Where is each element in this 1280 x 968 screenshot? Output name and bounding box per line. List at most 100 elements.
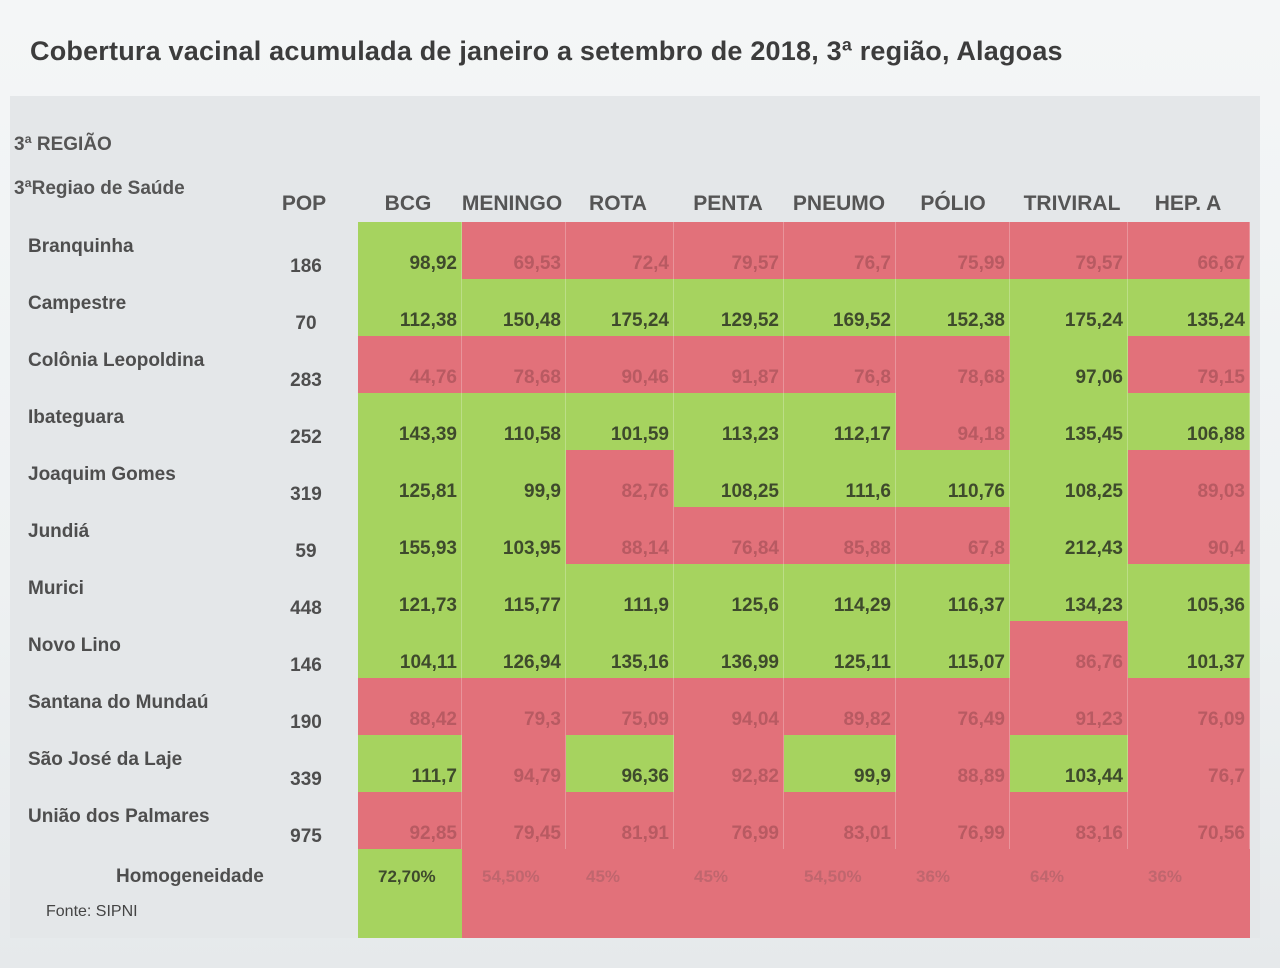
column-header-pop: POP — [281, 192, 327, 215]
coverage-cell-polio: 67,8 — [896, 507, 1010, 564]
coverage-cell-penta: 76,99 — [674, 792, 784, 849]
coverage-cell-penta: 113,23 — [674, 393, 784, 450]
column-header-pneumo: PNEUMO — [792, 192, 886, 215]
coverage-cell-triviral: 83,16 — [1010, 792, 1128, 849]
population-value: 190 — [290, 712, 322, 733]
homogeneity-cell-pneumo: 54,50% — [784, 849, 896, 938]
coverage-cell-hep-a: 89,03 — [1128, 450, 1250, 507]
municipality-name: Branquinha — [28, 236, 134, 257]
coverage-cell-pneumo: 114,29 — [784, 564, 896, 621]
coverage-cell-polio: 76,99 — [896, 792, 1010, 849]
coverage-cell-pneumo: 76,7 — [784, 222, 896, 279]
municipality-name: São José da Laje — [28, 749, 183, 770]
coverage-cell-pneumo: 125,11 — [784, 621, 896, 678]
municipality-name: Campestre — [28, 293, 127, 314]
municipality-name: Jundiá — [28, 521, 90, 542]
population-value: 975 — [290, 826, 322, 847]
coverage-cell-meningo: 126,94 — [462, 621, 566, 678]
homogeneity-cell-penta: 45% — [674, 849, 784, 938]
homogeneity-cell-hep-a: 36% — [1128, 849, 1250, 938]
region-label: 3ª REGIÃO — [14, 134, 112, 155]
coverage-cell-meningo: 103,95 — [462, 507, 566, 564]
coverage-cell-penta: 108,25 — [674, 450, 784, 507]
coverage-cell-rota: 111,9 — [566, 564, 674, 621]
coverage-cell-polio: 78,68 — [896, 336, 1010, 393]
slide-title: Cobertura vacinal acumulada de janeiro a… — [30, 36, 1063, 66]
coverage-cell-bcg: 125,81 — [358, 450, 462, 507]
population-value: 186 — [290, 256, 322, 277]
coverage-cell-penta: 91,87 — [674, 336, 784, 393]
coverage-cell-pneumo: 169,52 — [784, 279, 896, 336]
coverage-cell-meningo: 94,79 — [462, 735, 566, 792]
health-region-label: 3ªRegiao de Saúde — [14, 178, 185, 199]
homogeneity-cell-meningo: 54,50% — [462, 849, 566, 938]
coverage-cell-triviral: 91,23 — [1010, 678, 1128, 735]
source-note: Fonte: SIPNI — [46, 903, 138, 920]
municipality-name: Colônia Leopoldina — [28, 350, 205, 371]
column-header-triviral: TRIVIRAL — [1023, 192, 1121, 215]
coverage-cell-penta: 94,04 — [674, 678, 784, 735]
coverage-cell-rota: 96,36 — [566, 735, 674, 792]
coverage-cell-triviral: 79,57 — [1010, 222, 1128, 279]
coverage-cell-bcg: 143,39 — [358, 393, 462, 450]
coverage-cell-polio: 115,07 — [896, 621, 1010, 678]
coverage-cell-triviral: 97,06 — [1010, 336, 1128, 393]
population-value: 59 — [295, 541, 317, 562]
coverage-cell-hep-a: 76,7 — [1128, 735, 1250, 792]
column-header-penta: PENTA — [693, 192, 763, 215]
coverage-cell-triviral: 86,76 — [1010, 621, 1128, 678]
coverage-cell-meningo: 115,77 — [462, 564, 566, 621]
coverage-cell-pneumo: 85,88 — [784, 507, 896, 564]
column-header-meningo: MENINGO — [461, 192, 563, 215]
coverage-cell-triviral: 135,45 — [1010, 393, 1128, 450]
coverage-cell-polio: 88,89 — [896, 735, 1010, 792]
coverage-cell-triviral: 108,25 — [1010, 450, 1128, 507]
coverage-cell-pneumo: 112,17 — [784, 393, 896, 450]
coverage-cell-pneumo: 99,9 — [784, 735, 896, 792]
coverage-cell-penta: 76,84 — [674, 507, 784, 564]
coverage-cell-meningo: 78,68 — [462, 336, 566, 393]
coverage-cell-hep-a: 79,15 — [1128, 336, 1250, 393]
coverage-cell-triviral: 134,23 — [1010, 564, 1128, 621]
coverage-cell-penta: 125,6 — [674, 564, 784, 621]
coverage-cell-penta: 92,82 — [674, 735, 784, 792]
population-value: 319 — [290, 484, 322, 505]
coverage-cell-bcg: 88,42 — [358, 678, 462, 735]
coverage-cell-penta: 136,99 — [674, 621, 784, 678]
population-value: 448 — [290, 598, 322, 619]
coverage-cell-hep-a: 76,09 — [1128, 678, 1250, 735]
coverage-cell-triviral: 212,43 — [1010, 507, 1128, 564]
municipality-name: Santana do Mundaú — [28, 692, 209, 713]
column-header-hep-a: HEP. A — [1154, 192, 1222, 215]
municipality-name: Joaquim Gomes — [28, 464, 176, 485]
coverage-cell-rota: 90,46 — [566, 336, 674, 393]
coverage-cell-triviral: 175,24 — [1010, 279, 1128, 336]
coverage-cell-hep-a: 135,24 — [1128, 279, 1250, 336]
coverage-cell-pneumo: 89,82 — [784, 678, 896, 735]
coverage-cell-meningo: 150,48 — [462, 279, 566, 336]
coverage-cell-hep-a: 105,36 — [1128, 564, 1250, 621]
coverage-cell-hep-a: 101,37 — [1128, 621, 1250, 678]
population-value: 283 — [290, 370, 322, 391]
coverage-cell-rota: 135,16 — [566, 621, 674, 678]
coverage-cell-bcg: 112,38 — [358, 279, 462, 336]
coverage-cell-rota: 72,4 — [566, 222, 674, 279]
population-value: 339 — [290, 769, 322, 790]
coverage-cell-rota: 82,76 — [566, 450, 674, 507]
coverage-cell-bcg: 92,85 — [358, 792, 462, 849]
coverage-cell-penta: 129,52 — [674, 279, 784, 336]
coverage-cell-rota: 88,14 — [566, 507, 674, 564]
column-header-rota: ROTA — [589, 192, 647, 215]
homogeneity-cell-rota: 45% — [566, 849, 674, 938]
coverage-cell-hep-a: 106,88 — [1128, 393, 1250, 450]
coverage-cell-polio: 76,49 — [896, 678, 1010, 735]
coverage-cell-bcg: 121,73 — [358, 564, 462, 621]
municipality-name: Ibateguara — [28, 407, 125, 428]
coverage-cell-meningo: 69,53 — [462, 222, 566, 279]
coverage-cell-pneumo: 76,8 — [784, 336, 896, 393]
coverage-cell-pneumo: 83,01 — [784, 792, 896, 849]
coverage-cell-hep-a: 70,56 — [1128, 792, 1250, 849]
coverage-cell-hep-a: 66,67 — [1128, 222, 1250, 279]
homogeneity-label: Homogeneidade — [116, 866, 264, 887]
coverage-cell-hep-a: 90,4 — [1128, 507, 1250, 564]
